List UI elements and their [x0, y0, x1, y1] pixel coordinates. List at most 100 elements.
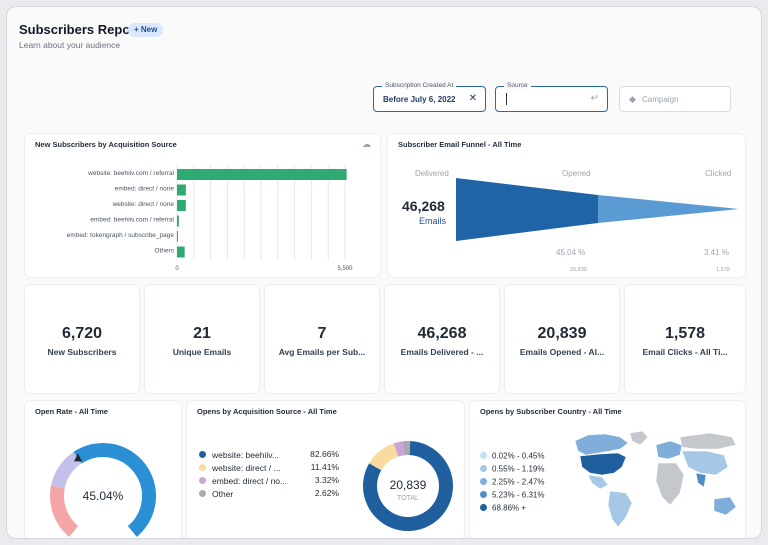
funnel-count-label: Emails	[419, 216, 447, 226]
legend-item: 0.55% - 1.19%	[480, 464, 544, 477]
map-region-canada	[574, 433, 629, 456]
legend-label: 2.25% - 2.47%	[492, 477, 545, 487]
legend-swatch	[199, 451, 206, 459]
source-filter-input[interactable]: Source ↵	[495, 82, 608, 112]
kpi-avg-emails[interactable]: 7 Avg Emails per Sub...	[265, 285, 379, 393]
filter-legend: Subscription Created At	[382, 82, 457, 89]
bar-category-label: Others	[154, 248, 174, 255]
bar	[177, 184, 186, 196]
card-title: Open Rate - All Time	[35, 407, 108, 416]
bar	[177, 231, 178, 242]
funnel-clicked-pct: 3.41 %	[704, 248, 729, 257]
map-region-asia	[681, 450, 729, 476]
legend-value: 11.41%	[310, 462, 339, 472]
gauge-segment-mid	[51, 451, 82, 489]
donut-slice	[363, 441, 453, 531]
donut-total-label: TOTAL	[397, 495, 419, 502]
new-badge[interactable]: + New	[128, 23, 164, 37]
kpi-value: 20,839	[537, 325, 587, 342]
gauge-segment-low	[50, 485, 79, 537]
opens-by-source-card: Opens by Acquisition Source - All Time w…	[187, 401, 464, 538]
funnel-segment-opened	[598, 195, 739, 223]
map-region-africa	[655, 462, 685, 506]
world-choropleth-map[interactable]	[470, 401, 745, 539]
card-title: New Subscribers by Acquisition Source	[35, 140, 177, 149]
bar-category-label: website: direct / none	[112, 201, 175, 208]
funnel-stage-opened: Opened	[562, 169, 590, 178]
map-region-greenland	[629, 430, 649, 446]
acquisition-bar-chart: website: beehiiv.com / referral embed: di…	[67, 165, 353, 272]
opens-by-country-card: Opens by Subscriber Country - All Time 0…	[470, 401, 745, 539]
subscription-created-at-filter[interactable]: Subscription Created At Before July 6, 2…	[373, 82, 486, 112]
country-legend: 0.02% - 0.45% 0.55% - 1.19% 2.25% - 2.47…	[480, 451, 544, 516]
tag-icon: ◆	[629, 94, 636, 104]
legend-swatch	[480, 465, 487, 473]
kpi-label: Emails Opened - Al...	[519, 347, 605, 357]
gauge-marker	[74, 453, 83, 462]
bar	[177, 246, 185, 258]
funnel-opened-count: 20,839	[570, 267, 587, 273]
kpi-label: Emails Delivered - ...	[400, 347, 484, 357]
legend-label: 0.55% - 1.19%	[492, 464, 545, 474]
clear-filter-icon[interactable]: ✕	[468, 93, 477, 104]
bar	[177, 200, 186, 211]
kpi-new-subscribers[interactable]: 6,720 New Subscribers	[25, 285, 139, 393]
legend-item[interactable]: website: direct / ... 11.41%	[199, 462, 339, 475]
x-tick-label: 0	[175, 266, 179, 272]
legend-item[interactable]: website: beehiiv... 82.66%	[199, 449, 339, 462]
open-rate-gauge: 45.04%	[50, 443, 156, 537]
map-region-australia	[713, 496, 737, 516]
legend-swatch	[199, 490, 206, 498]
legend-label: 0.02% - 0.45%	[492, 451, 545, 461]
donut-slice	[393, 441, 405, 457]
opens-source-donut: 20,839 TOTAL	[363, 441, 453, 531]
campaign-filter[interactable]: ◆ Campaign	[619, 86, 731, 112]
funnel-chart: Delivered Opened Clicked 46,268 Emails 4…	[402, 169, 739, 273]
filter-placeholder: Campaign	[642, 95, 679, 104]
download-cloud-icon[interactable]: ☁	[362, 139, 371, 149]
legend-swatch	[480, 504, 487, 512]
card-title: Opens by Acquisition Source - All Time	[197, 407, 337, 416]
kpi-email-clicks[interactable]: 1,578 Email Clicks - All Ti...	[625, 285, 745, 393]
map-region-russia	[679, 432, 737, 450]
open-rate-card: Open Rate - All Time 45.04%	[25, 401, 181, 538]
legend-value: 2.62%	[314, 488, 339, 498]
legend-item: 2.25% - 2.47%	[480, 477, 544, 490]
legend-item: 5.23% - 6.31%	[480, 490, 544, 503]
filter-legend: Source	[504, 82, 531, 89]
enter-icon[interactable]: ↵	[590, 93, 599, 104]
acquisition-source-card: New Subscribers by Acquisition Source ☁ …	[25, 134, 380, 277]
legend-swatch	[480, 478, 487, 486]
kpi-value: 6,720	[61, 325, 103, 342]
bar	[177, 169, 347, 180]
page-subtitle: Learn about your audience	[19, 40, 121, 50]
map-region-europe	[655, 440, 683, 460]
bar-category-label: embed: tokengraph / subscribe_page	[67, 232, 175, 239]
map-region-mexico	[587, 474, 609, 490]
kpi-unique-emails[interactable]: 21 Unique Emails	[145, 285, 259, 393]
funnel-count: 46,268	[402, 198, 445, 214]
map-region-usa	[579, 452, 627, 476]
card-title: Opens by Subscriber Country - All Time	[480, 407, 622, 416]
legend-value: 82.66%	[310, 449, 339, 459]
legend-item[interactable]: Other 2.62%	[199, 488, 339, 501]
legend-swatch	[199, 464, 206, 472]
funnel-stage-clicked: Clicked	[705, 169, 731, 178]
x-tick-label: 5,500	[337, 266, 353, 272]
kpi-emails-opened[interactable]: 20,839 Emails Opened - Al...	[505, 285, 619, 393]
legend-value: 3.32%	[314, 475, 339, 485]
legend-swatch	[199, 477, 206, 485]
kpi-value: 1,578	[664, 325, 706, 342]
funnel-opened-pct: 45.04 %	[556, 248, 585, 257]
funnel-clicked-count: 1,578	[716, 267, 730, 273]
kpi-label: New Subscribers	[47, 347, 117, 357]
kpi-emails-delivered[interactable]: 46,268 Emails Delivered - ...	[385, 285, 499, 393]
legend-item: 68.86% +	[480, 503, 544, 516]
legend-swatch	[480, 452, 487, 460]
filter-value: Before July 6, 2022	[383, 95, 456, 104]
legend-item[interactable]: embed: direct / no... 3.32%	[199, 475, 339, 488]
opens-source-legend: website: beehiiv... 82.66% website: direc…	[199, 449, 339, 501]
kpi-value: 46,268	[417, 325, 467, 342]
open-rate-value: 45.04%	[83, 489, 124, 503]
report-frame: Subscribers Report + New Learn about you…	[6, 6, 762, 539]
